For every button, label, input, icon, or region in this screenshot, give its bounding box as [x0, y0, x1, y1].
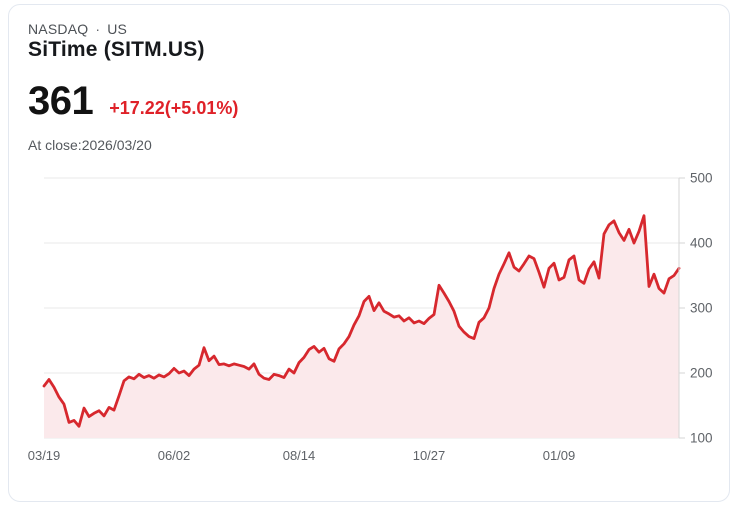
y-tick-label: 400 — [690, 236, 713, 251]
y-tick-label: 500 — [690, 171, 713, 186]
exchange-label: NASDAQ — [28, 21, 89, 37]
region-label: US — [107, 21, 128, 37]
x-tick-label: 10/27 — [413, 448, 446, 463]
x-tick-label: 03/19 — [28, 448, 61, 463]
y-tick-label: 300 — [690, 301, 713, 316]
separator-dot: · — [95, 21, 101, 37]
price-chart[interactable]: 100 200 300 400 500 03/19 06/02 08/14 10/27 01/09 — [28, 171, 731, 470]
as-of-date: At close:2026/03/20 — [28, 137, 152, 153]
price-chart-svg[interactable]: 100 200 300 400 500 03/19 06/02 08/14 10/27 01/09 — [28, 171, 731, 470]
price-row: 361 +17.22(+5.01%) — [28, 81, 238, 121]
x-tick-label: 08/14 — [283, 448, 316, 463]
last-price: 361 — [28, 79, 94, 123]
x-tick-label: 01/09 — [543, 448, 576, 463]
stock-title: SiTime (SITM.US) — [28, 38, 205, 61]
price-change: +17.22(+5.01%) — [109, 98, 239, 118]
y-tick-label: 200 — [690, 366, 713, 381]
price-line — [42, 214, 681, 428]
stock-quote-card: NASDAQ · US SiTime (SITM.US) 361 +17.22(+5… — [8, 4, 730, 502]
x-tick-label: 06/02 — [158, 448, 191, 463]
area-fill — [44, 215, 679, 438]
exchange-row: NASDAQ · US — [28, 21, 127, 37]
y-tick-label: 100 — [690, 431, 713, 446]
